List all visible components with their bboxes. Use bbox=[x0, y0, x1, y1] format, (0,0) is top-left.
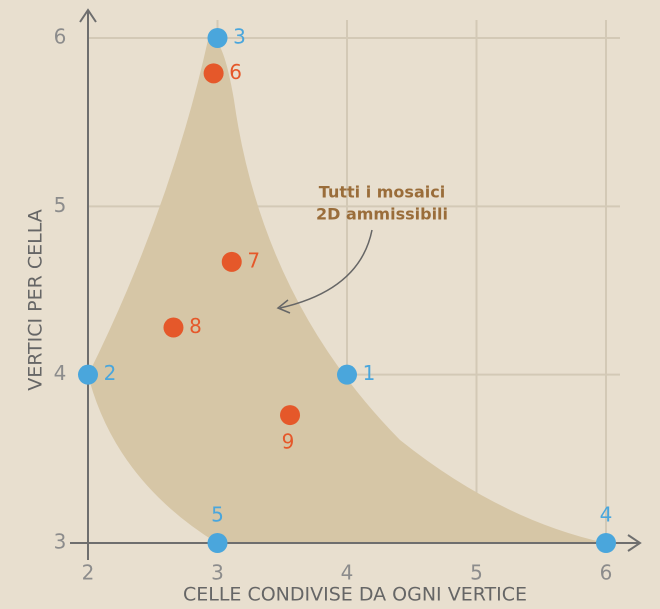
point bbox=[596, 533, 616, 553]
points: 1 2 3 4 5 6 7 8 9 bbox=[78, 25, 616, 553]
point-label: 3 bbox=[233, 25, 246, 49]
y-tick-label: 6 bbox=[54, 25, 67, 49]
y-tick-label: 4 bbox=[54, 361, 67, 385]
point-label: 8 bbox=[189, 314, 202, 338]
x-tick-label: 3 bbox=[211, 561, 224, 585]
point-label: 7 bbox=[247, 248, 260, 272]
point bbox=[221, 251, 242, 272]
x-tick-label: 2 bbox=[82, 561, 95, 585]
x-tick-label: 5 bbox=[470, 561, 483, 585]
x-axis-title: CELLE CONDIVISE DA OGNI VERTICE bbox=[183, 584, 527, 606]
point-label: 5 bbox=[211, 503, 224, 527]
point-label: 1 bbox=[363, 361, 376, 385]
x-tick-label: 4 bbox=[341, 561, 354, 585]
y-tick-label: 5 bbox=[54, 193, 67, 217]
point-label: 6 bbox=[229, 60, 242, 84]
y-tick-label: 3 bbox=[54, 530, 67, 554]
point-label: 4 bbox=[600, 503, 613, 527]
point bbox=[78, 364, 98, 385]
annotation: Tutti i mosaici bbox=[319, 183, 445, 202]
point bbox=[163, 317, 184, 338]
point bbox=[337, 364, 357, 385]
point bbox=[203, 63, 224, 84]
y-axis-arrow bbox=[79, 8, 97, 23]
y-axis-title: VERTICI PER CELLA bbox=[25, 209, 47, 391]
point bbox=[207, 28, 228, 48]
point bbox=[207, 533, 228, 553]
x-axis-arrow bbox=[627, 534, 642, 552]
point-label: 2 bbox=[104, 361, 117, 385]
admissible-region bbox=[88, 38, 606, 543]
point bbox=[280, 405, 301, 426]
x-tick-label: 6 bbox=[600, 561, 613, 585]
annotation: 2D ammissibili bbox=[316, 205, 448, 224]
point-label: 9 bbox=[282, 430, 295, 454]
annotation-arrow bbox=[279, 229, 373, 309]
annotation-arrowhead bbox=[276, 299, 291, 314]
